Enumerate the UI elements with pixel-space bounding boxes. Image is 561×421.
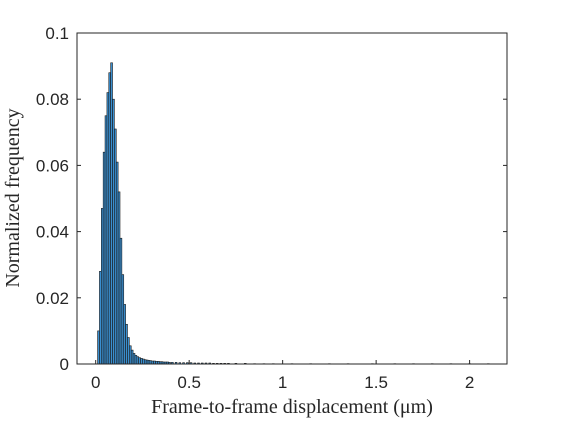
- x-tick-label: 0: [91, 373, 100, 392]
- y-tick-label: 0.06: [36, 156, 69, 175]
- y-tick-label: 0.04: [36, 223, 69, 242]
- x-tick-label: 1: [278, 373, 287, 392]
- y-axis-ticks: 0 0.02 0.04 0.06 0.08 0.1: [36, 24, 507, 374]
- plot-frame: [76, 32, 508, 365]
- y-tick-label: 0.1: [45, 24, 69, 43]
- x-axis-label: Frame-to-frame displacement (μm): [151, 396, 433, 418]
- x-tick-label: 2: [465, 373, 474, 392]
- y-axis-label: Normalized frequency: [2, 108, 24, 287]
- bars-group: [97, 62, 490, 365]
- x-tick-label: 0.5: [177, 373, 201, 392]
- x-axis-ticks: 0 0.5 1 1.5 2: [91, 360, 474, 392]
- y-tick-label: 0.08: [36, 90, 69, 109]
- y-tick-label: 0: [60, 355, 69, 374]
- x-tick-label: 1.5: [364, 373, 388, 392]
- y-tick-label: 0.02: [36, 289, 69, 308]
